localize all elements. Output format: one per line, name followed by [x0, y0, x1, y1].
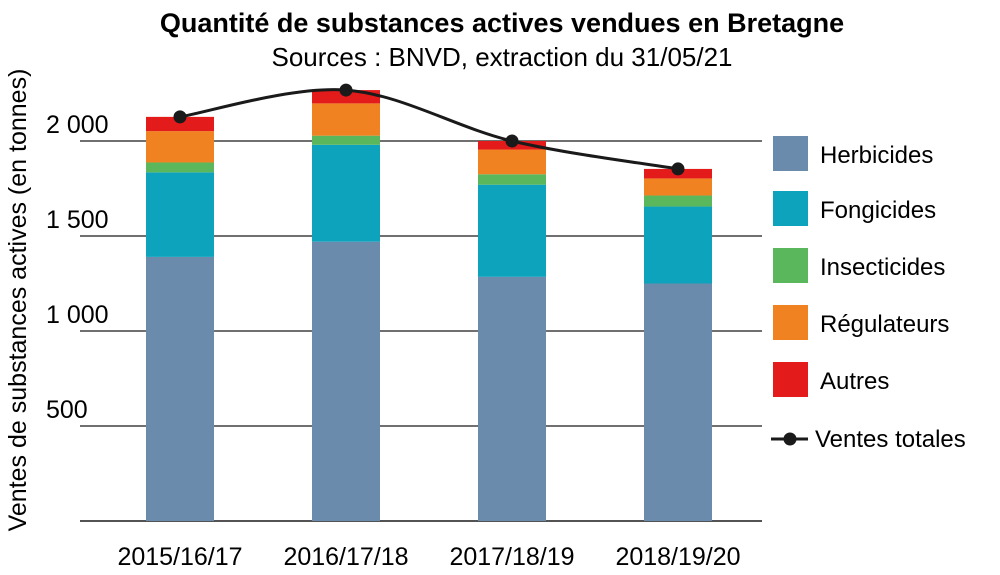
bar-insecticides-0	[146, 162, 214, 173]
bar-fongicides-3	[644, 206, 712, 284]
total-point-1	[339, 83, 353, 97]
total-line-path	[179, 88, 679, 171]
bar-insecticides-2	[478, 174, 546, 185]
bar-autres-0	[146, 116, 214, 132]
legend-swatch-fongicides	[773, 191, 808, 226]
y-tick-label-1500: 1 500	[46, 206, 109, 234]
x-tick-label-2: 2017/18/19	[449, 543, 574, 571]
bar-régulateurs-2	[478, 149, 546, 175]
bar-régulateurs-1	[312, 103, 380, 136]
legend-label-fongicides: Fongicides	[820, 197, 936, 224]
bar-insecticides-3	[644, 195, 712, 207]
y-tick-label-2000: 2 000	[46, 111, 109, 139]
y-axis-label: Ventes de substances actives (en tonnes)	[4, 69, 32, 532]
bar-régulateurs-3	[644, 178, 712, 196]
legend-swatch-herbicides	[773, 136, 808, 171]
y-tick-label-500: 500	[46, 396, 88, 424]
bar-herbicides-1	[312, 241, 380, 521]
legend-label-herbicides: Herbicides	[820, 142, 933, 169]
x-tick-label-3: 2018/19/20	[615, 543, 740, 571]
y-axis-ticks: 500 1 000 1 500 2 000	[46, 111, 109, 424]
legend-label-autres: Autres	[820, 368, 889, 395]
total-point-2	[505, 134, 519, 148]
bar-fongicides-2	[478, 184, 546, 277]
legend: Herbicides Fongicides Insecticides Régulate…	[771, 136, 966, 453]
bar-insecticides-1	[312, 135, 380, 145]
x-axis-ticks: 2015/16/17 2016/17/18 2017/18/19 2018/19/20	[117, 543, 740, 571]
total-point-0	[173, 110, 187, 124]
legend-swatch-autres	[773, 362, 808, 397]
y-tick-label-1000: 1 000	[46, 301, 109, 329]
total-line	[173, 83, 685, 176]
bar-herbicides-0	[146, 256, 214, 521]
total-point-3	[671, 162, 685, 176]
bar-fongicides-1	[312, 144, 380, 242]
bars	[146, 90, 712, 521]
legend-line-marker	[783, 432, 797, 446]
x-tick-label-0: 2015/16/17	[117, 543, 242, 571]
bar-herbicides-2	[478, 276, 546, 521]
legend-label-insecticides: Insecticides	[820, 254, 945, 281]
legend-swatch-régulateurs	[773, 305, 808, 340]
bar-fongicides-0	[146, 172, 214, 257]
bar-herbicides-3	[644, 283, 712, 521]
chart-title: Quantité de substances actives vendues e…	[160, 8, 844, 38]
legend-label-régulateurs: Régulateurs	[820, 311, 949, 338]
chart-subtitle: Sources : BNVD, extraction du 31/05/21	[271, 42, 732, 72]
bar-régulateurs-0	[146, 131, 214, 163]
legend-label-ventes-totales: Ventes totales	[815, 426, 966, 453]
legend-swatch-insecticides	[773, 248, 808, 283]
x-tick-label-1: 2016/17/18	[283, 543, 408, 571]
